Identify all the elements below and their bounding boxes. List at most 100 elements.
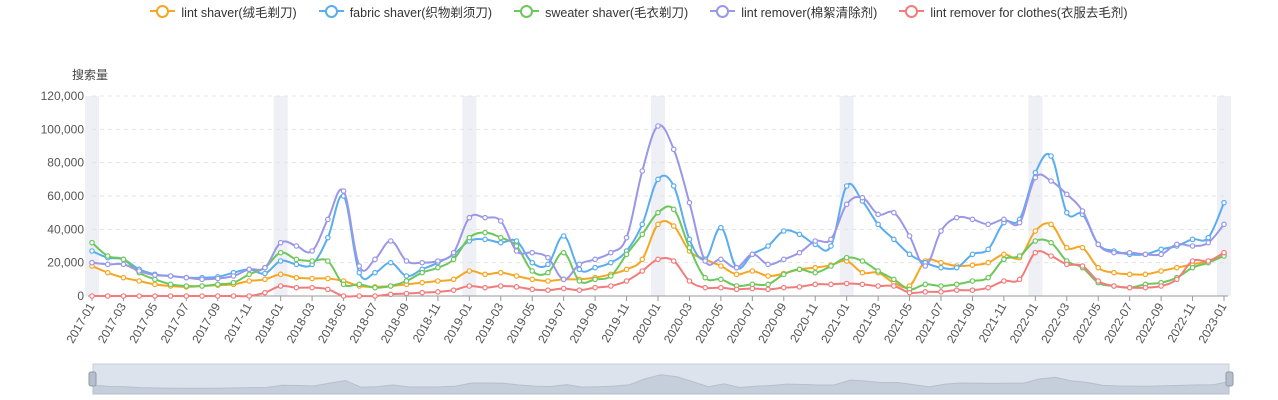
x-tick-label: 2018-07 bbox=[346, 300, 380, 345]
data-point bbox=[687, 245, 691, 249]
data-point bbox=[719, 264, 723, 268]
data-point bbox=[766, 244, 770, 248]
data-point bbox=[278, 240, 282, 244]
data-point bbox=[546, 255, 550, 259]
data-point bbox=[766, 274, 770, 278]
data-point bbox=[373, 257, 377, 261]
data-point bbox=[1017, 220, 1021, 224]
data-point bbox=[1049, 222, 1053, 226]
data-point bbox=[1033, 175, 1037, 179]
data-point bbox=[766, 282, 770, 286]
data-point bbox=[577, 279, 581, 283]
data-point bbox=[499, 270, 503, 274]
data-point bbox=[1080, 209, 1084, 213]
data-point bbox=[436, 279, 440, 283]
data-point bbox=[357, 270, 361, 274]
data-point bbox=[970, 217, 974, 221]
data-point bbox=[263, 265, 267, 269]
data-point bbox=[121, 275, 125, 279]
data-point bbox=[278, 284, 282, 288]
data-point bbox=[483, 215, 487, 219]
data-point bbox=[970, 252, 974, 256]
data-point bbox=[514, 249, 518, 253]
data-point bbox=[876, 212, 880, 216]
data-point bbox=[829, 244, 833, 248]
data-point bbox=[1222, 200, 1226, 204]
data-point bbox=[404, 291, 408, 295]
data-point bbox=[561, 286, 565, 290]
y-tick-label: 40,000 bbox=[47, 222, 84, 236]
x-tick-label: 2021-11 bbox=[976, 300, 1010, 345]
data-point bbox=[263, 290, 267, 294]
data-point bbox=[1222, 250, 1226, 254]
zoom-handle-left[interactable] bbox=[89, 372, 96, 386]
data-point bbox=[955, 288, 959, 292]
y-tick-label: 120,000 bbox=[41, 89, 85, 103]
data-point bbox=[593, 277, 597, 281]
data-point bbox=[106, 262, 110, 266]
data-point bbox=[106, 254, 110, 258]
data-point bbox=[939, 290, 943, 294]
data-point bbox=[420, 290, 424, 294]
data-point bbox=[734, 272, 738, 276]
data-point bbox=[1096, 265, 1100, 269]
data-point bbox=[341, 282, 345, 286]
x-tick-label: 2018-03 bbox=[284, 300, 318, 345]
data-point bbox=[310, 259, 314, 263]
data-point bbox=[561, 250, 565, 254]
data-point bbox=[986, 247, 990, 251]
data-point bbox=[216, 294, 220, 298]
data-point bbox=[1159, 247, 1163, 251]
data-point bbox=[1017, 254, 1021, 258]
data-point bbox=[876, 284, 880, 288]
data-point bbox=[121, 262, 125, 266]
data-point bbox=[436, 265, 440, 269]
data-point bbox=[577, 267, 581, 271]
data-point bbox=[278, 250, 282, 254]
data-point bbox=[970, 263, 974, 267]
data-point bbox=[247, 267, 251, 271]
zoom-handle-right[interactable] bbox=[1226, 372, 1233, 386]
data-point bbox=[530, 277, 534, 281]
data-point bbox=[970, 279, 974, 283]
data-point bbox=[310, 249, 314, 253]
data-point bbox=[420, 260, 424, 264]
data-point bbox=[609, 260, 613, 264]
data-point bbox=[404, 279, 408, 283]
data-point bbox=[609, 274, 613, 278]
x-tick-label: 2017-07 bbox=[158, 300, 192, 345]
data-point bbox=[719, 277, 723, 281]
data-point bbox=[357, 282, 361, 286]
x-tick-label: 2019-09 bbox=[567, 300, 601, 345]
data-point bbox=[719, 257, 723, 261]
data-point bbox=[530, 260, 534, 264]
data-point bbox=[656, 124, 660, 128]
data-point bbox=[546, 270, 550, 274]
data-point bbox=[90, 249, 94, 253]
x-tick-label: 2017-01 bbox=[63, 300, 97, 345]
data-point bbox=[1033, 250, 1037, 254]
data-point bbox=[829, 282, 833, 286]
x-tick-label: 2017-11 bbox=[221, 300, 255, 345]
data-point bbox=[844, 281, 848, 285]
x-tick-label: 2020-03 bbox=[661, 300, 695, 345]
data-point bbox=[168, 282, 172, 286]
data-point bbox=[1096, 279, 1100, 283]
data-point bbox=[1065, 245, 1069, 249]
data-point bbox=[829, 237, 833, 241]
x-tick-label: 2021-01 bbox=[818, 300, 852, 345]
data-point bbox=[90, 294, 94, 298]
x-tick-label: 2020-07 bbox=[724, 300, 758, 345]
data-point bbox=[153, 282, 157, 286]
x-tick-label: 2022-05 bbox=[1070, 300, 1104, 345]
data-point bbox=[640, 222, 644, 226]
data-point bbox=[640, 169, 644, 173]
data-point bbox=[797, 267, 801, 271]
data-point bbox=[1065, 210, 1069, 214]
data-point bbox=[593, 257, 597, 261]
data-point bbox=[876, 269, 880, 273]
data-point bbox=[955, 282, 959, 286]
x-tick-label: 2023-01 bbox=[1195, 300, 1229, 345]
data-point bbox=[1096, 242, 1100, 246]
